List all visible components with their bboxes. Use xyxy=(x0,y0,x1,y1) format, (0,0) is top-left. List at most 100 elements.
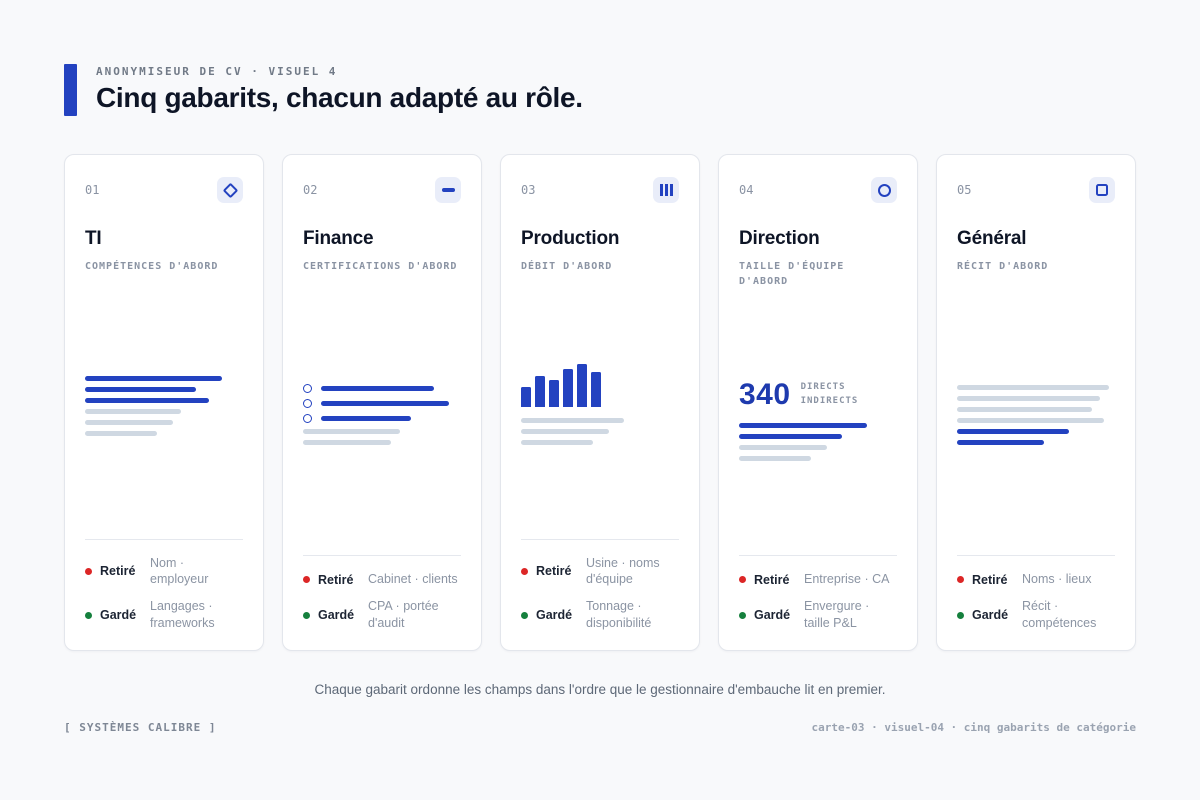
card-subtitle: CERTIFICATIONS D'ABORD xyxy=(303,261,458,272)
checklist-row xyxy=(303,414,461,424)
placeholder-bar xyxy=(957,384,1109,390)
removed-value: Cabinet · clients xyxy=(368,572,458,587)
kept-row: Gardé CPA · portée d'audit xyxy=(303,598,461,632)
kept-label: Gardé xyxy=(972,608,1009,623)
placeholder-bar xyxy=(521,440,593,446)
card-icon-badge xyxy=(1089,177,1115,203)
removed-row: Retiré Nom · employeur xyxy=(85,555,243,589)
placeholder-bar xyxy=(85,431,157,437)
placeholder-bar xyxy=(739,456,811,462)
footer-brand: [ SYSTÈMES CALIBRE ] xyxy=(64,721,217,734)
kept-row: Gardé Récit · compétences xyxy=(957,598,1115,632)
card-top-row: 05 xyxy=(957,177,1115,203)
kept-dot-icon xyxy=(303,611,310,619)
placeholder-bar xyxy=(957,406,1092,412)
card-title: Finance xyxy=(303,228,374,249)
placeholder-bar xyxy=(521,418,624,424)
removed-row: Retiré Noms · lieux xyxy=(957,571,1115,588)
card-subtitle: COMPÉTENCES D'ABORD xyxy=(85,261,219,272)
card-subtitle: TAILLE D'ÉQUIPE D'ABORD xyxy=(739,261,845,287)
kept-label: Gardé xyxy=(536,608,573,623)
placeholder-bar xyxy=(85,387,196,393)
template-card: 02 Finance CERTIFICATIONS D'ABORD Retiré… xyxy=(282,154,482,651)
placeholder-bar xyxy=(739,445,827,451)
card-icon-badge xyxy=(653,177,679,203)
kept-value: Envergure · taille P&L xyxy=(804,599,870,631)
placeholder-bar xyxy=(957,417,1104,423)
kept-value: CPA · portée d'audit xyxy=(368,599,439,631)
ring-bullet-icon xyxy=(303,384,312,394)
minus-icon xyxy=(441,188,455,192)
card-number: 03 xyxy=(521,183,536,197)
card-graphic: 340 DIRECTS INDIRECTS xyxy=(739,289,897,555)
card-footer: Retiré Noms · lieux Gardé Récit · compét… xyxy=(957,555,1115,632)
chart-bar xyxy=(563,369,573,408)
headcount-value: 340 xyxy=(739,378,791,412)
page-header: ANONYMISEUR DE CV · VISUEL 4 Cinq gabari… xyxy=(64,64,1136,116)
kept-value: Tonnage · disponibilité xyxy=(586,599,652,631)
chart-bar xyxy=(577,364,587,408)
card-title: TI xyxy=(85,228,102,249)
placeholder-bar xyxy=(521,429,609,435)
ring-bullet-icon xyxy=(303,399,312,409)
kept-dot-icon xyxy=(85,611,92,619)
kept-row: Gardé Tonnage · disponibilité xyxy=(521,598,679,632)
placeholder-bar xyxy=(303,440,391,446)
card-top-row: 02 xyxy=(303,177,461,203)
card-graphic xyxy=(521,274,679,539)
card-title: Production xyxy=(521,228,620,249)
placeholder-bar xyxy=(321,416,411,422)
card-title: Général xyxy=(957,228,1027,249)
kept-row: Gardé Langages · frameworks xyxy=(85,598,243,632)
kept-row: Gardé Envergure · taille P&L xyxy=(739,598,897,632)
removed-label: Retiré xyxy=(754,572,790,587)
removed-value: Entreprise · CA xyxy=(804,572,890,587)
page-title: Cinq gabarits, chacun adapté au rôle. xyxy=(96,82,583,113)
header-eyebrow: ANONYMISEUR DE CV · VISUEL 4 xyxy=(96,65,338,78)
kept-dot-icon xyxy=(521,611,528,619)
placeholder-bar xyxy=(85,398,209,404)
kept-label: Gardé xyxy=(318,608,355,623)
card-graphic xyxy=(303,274,461,555)
checklist-row xyxy=(303,384,461,394)
card-graphic xyxy=(957,274,1115,555)
card-number: 05 xyxy=(957,183,972,197)
removed-value: Nom · employeur xyxy=(150,555,209,587)
mini-bar-chart xyxy=(521,364,679,408)
kept-dot-icon xyxy=(739,611,746,619)
removed-dot-icon xyxy=(957,576,964,584)
placeholder-bar xyxy=(321,401,449,407)
chart-bar xyxy=(521,387,531,408)
placeholder-bar xyxy=(957,428,1069,434)
square-icon xyxy=(1096,184,1108,196)
removed-dot-icon xyxy=(521,567,528,575)
card-graphic xyxy=(85,274,243,539)
kept-value: Récit · compétences xyxy=(1022,599,1097,631)
card-footer: Retiré Nom · employeur Gardé Langages · … xyxy=(85,538,243,633)
removed-row: Retiré Cabinet · clients xyxy=(303,571,461,588)
removed-value: Noms · lieux xyxy=(1022,572,1092,587)
removed-dot-icon xyxy=(303,576,310,584)
placeholder-bar xyxy=(85,420,173,426)
card-footer: Retiré Entreprise · CA Gardé Envergure ·… xyxy=(739,555,897,632)
card-footer: Retiré Usine · noms d'équipe Gardé Tonna… xyxy=(521,538,679,633)
kept-label: Gardé xyxy=(100,608,137,623)
card-icon-badge xyxy=(217,177,243,203)
template-card: 04 Direction TAILLE D'ÉQUIPE D'ABORD 340… xyxy=(718,154,918,651)
chart-bar xyxy=(591,372,601,408)
placeholder-bar xyxy=(85,376,222,382)
card-icon-badge xyxy=(435,177,461,203)
bottom-bar: [ SYSTÈMES CALIBRE ] carte-03 · visuel-0… xyxy=(64,721,1136,734)
card-title: Direction xyxy=(739,228,820,249)
template-card: 03 Production DÉBIT D'ABORD Retiré Usine… xyxy=(500,154,700,651)
card-top-row: 04 xyxy=(739,177,897,203)
removed-label: Retiré xyxy=(536,564,572,579)
template-card: 01 TI COMPÉTENCES D'ABORD Retiré Nom · e… xyxy=(64,154,264,651)
header-text: ANONYMISEUR DE CV · VISUEL 4 Cinq gabari… xyxy=(96,64,583,116)
placeholder-bar xyxy=(321,386,434,392)
template-card: 05 Général RÉCIT D'ABORD Retiré Noms · l… xyxy=(936,154,1136,651)
card-subtitle: RÉCIT D'ABORD xyxy=(957,261,1049,272)
removed-dot-icon xyxy=(739,576,746,584)
placeholder-bar xyxy=(957,439,1044,445)
